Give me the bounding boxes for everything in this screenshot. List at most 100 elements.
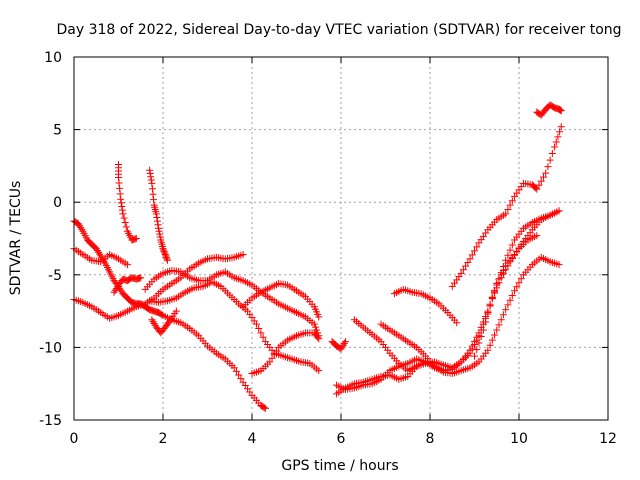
- data-point: [78, 225, 86, 233]
- data-point: [93, 246, 101, 254]
- x-tick-label: 0: [70, 431, 79, 447]
- data-point: [118, 203, 126, 211]
- data-point: [462, 262, 470, 270]
- data-point: [556, 128, 564, 136]
- data-point: [466, 255, 474, 263]
- data-point: [539, 173, 547, 181]
- data-point: [554, 133, 562, 141]
- data-point: [502, 266, 510, 274]
- data-point: [488, 294, 496, 302]
- data-point: [555, 207, 563, 215]
- data-point: [508, 241, 516, 249]
- data-point: [477, 333, 485, 341]
- data-point: [255, 325, 263, 333]
- data-point: [117, 199, 125, 207]
- data-point: [475, 329, 483, 337]
- data-point: [468, 342, 476, 350]
- data-point: [160, 248, 168, 256]
- data-point: [163, 256, 171, 264]
- y-tick-label: 10: [44, 50, 62, 66]
- data-point: [551, 143, 559, 151]
- data-point: [110, 288, 118, 296]
- data-point: [116, 190, 124, 198]
- data-point: [162, 252, 170, 260]
- data-point: [122, 223, 130, 231]
- data-point: [172, 307, 180, 315]
- series-s6: [146, 278, 323, 375]
- data-point: [148, 316, 156, 324]
- data-point: [473, 333, 481, 341]
- data-point: [535, 181, 543, 189]
- data-point: [74, 220, 82, 228]
- data-point: [491, 289, 499, 297]
- data-point: [484, 346, 492, 354]
- data-point: [475, 339, 483, 347]
- data-point: [486, 302, 494, 310]
- data-point: [162, 253, 170, 261]
- data-point: [484, 310, 492, 318]
- data-point: [252, 320, 260, 328]
- x-tick-label: 12: [599, 431, 617, 447]
- data-point: [508, 291, 516, 299]
- data-point: [148, 185, 156, 193]
- data-point: [482, 318, 490, 326]
- data-point: [98, 254, 106, 262]
- data-point: [314, 333, 322, 341]
- data-point: [116, 184, 124, 192]
- data-point: [486, 341, 494, 349]
- data-point: [515, 279, 523, 287]
- x-tick-label: 8: [426, 431, 435, 447]
- data-point: [156, 233, 164, 241]
- data-point: [552, 138, 560, 146]
- x-tick-label: 2: [159, 431, 168, 447]
- data-point: [112, 285, 120, 293]
- data-point: [557, 107, 565, 115]
- series-s3: [70, 217, 269, 412]
- data-point: [537, 177, 545, 185]
- data-point: [147, 176, 155, 184]
- series-s19: [471, 232, 541, 360]
- series-s9: [115, 160, 140, 244]
- series-s5: [141, 266, 323, 340]
- data-point: [533, 232, 541, 240]
- data-point: [153, 213, 161, 221]
- data-point: [506, 246, 514, 254]
- data-point: [163, 255, 171, 263]
- data-point: [315, 335, 323, 343]
- data-point: [260, 404, 268, 412]
- data-point: [235, 371, 243, 379]
- data-point: [97, 252, 105, 260]
- data-point: [259, 333, 267, 341]
- data-point: [99, 256, 107, 264]
- data-point: [137, 274, 145, 282]
- data-point: [504, 205, 512, 213]
- series-s12: [328, 338, 349, 353]
- data-point: [239, 250, 247, 258]
- data-point: [457, 269, 465, 277]
- data-point: [111, 286, 119, 294]
- series-s18: [448, 123, 565, 290]
- data-point: [310, 320, 318, 328]
- data-point: [502, 210, 510, 218]
- data-point: [497, 274, 505, 282]
- data-point: [340, 339, 348, 347]
- data-point: [158, 311, 166, 319]
- series-s20: [533, 101, 565, 119]
- data-point: [495, 321, 503, 329]
- data-point: [493, 284, 501, 292]
- y-tick-label: -15: [39, 413, 62, 429]
- x-tick-label: 6: [337, 431, 346, 447]
- data-point: [146, 166, 154, 174]
- data-point: [471, 352, 478, 360]
- data-point: [453, 319, 461, 327]
- x-tick-label: 10: [510, 431, 528, 447]
- grid-lines: [74, 57, 608, 420]
- y-axis-label: SDTVAR / TECUs: [8, 181, 24, 296]
- axis-ticks: 0 2 4 6 8 10 12 -15 -10 -5 0 5 10: [39, 50, 617, 447]
- series-s10: [146, 166, 171, 264]
- chart-title: Day 318 of 2022, Sidereal Day-to-day VTE…: [56, 22, 621, 38]
- data-point: [165, 319, 173, 327]
- data-point: [471, 247, 478, 255]
- data-point: [121, 219, 129, 227]
